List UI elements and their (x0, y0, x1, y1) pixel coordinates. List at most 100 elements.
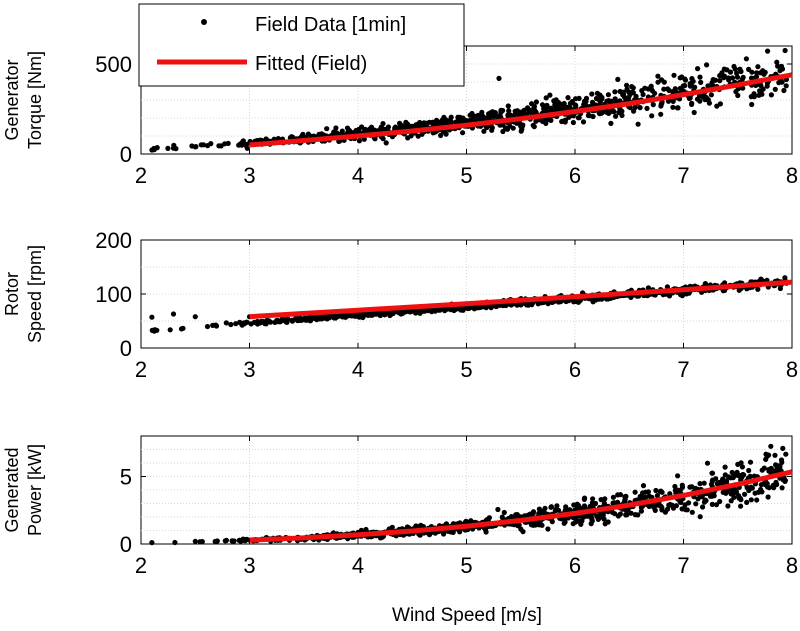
field-data-point (781, 87, 787, 94)
field-data-point (693, 501, 699, 507)
x-tick-label: 7 (677, 357, 689, 382)
field-data-point (589, 518, 595, 524)
field-data-point (192, 314, 198, 320)
field-data-point (678, 292, 684, 298)
field-data-point (662, 509, 669, 515)
field-data-point (472, 116, 478, 122)
field-data-point (567, 507, 573, 513)
field-data-point (658, 111, 664, 117)
field-data-point (689, 509, 695, 515)
field-data-point (679, 482, 685, 488)
field-data-point (333, 125, 339, 131)
field-data-point (716, 479, 722, 486)
field-data-point (765, 494, 771, 500)
field-data-point (555, 99, 561, 105)
legend-marker-field-data (201, 19, 207, 25)
field-data-point (233, 321, 239, 327)
field-data-point (213, 323, 220, 329)
field-data-point (667, 491, 673, 497)
field-data-point (569, 98, 575, 105)
field-data-point (514, 120, 520, 126)
field-data-point (713, 502, 720, 508)
field-data-point (665, 98, 672, 104)
field-data-point (529, 101, 535, 107)
x-tick-label: 6 (569, 553, 581, 578)
field-data-point (683, 507, 689, 513)
field-data-point (441, 118, 448, 124)
y-tick-label: 0 (120, 532, 132, 557)
field-data-point (638, 508, 645, 514)
field-data-point (690, 78, 696, 84)
field-data-point (695, 66, 701, 72)
field-data-point (677, 75, 683, 81)
field-data-point (655, 73, 661, 79)
field-data-point (697, 514, 703, 520)
field-data-point (542, 505, 548, 511)
field-data-point (746, 467, 752, 474)
field-data-point (214, 538, 220, 544)
field-data-point (689, 100, 695, 106)
field-data-point (303, 317, 309, 323)
x-tick-label: 7 (677, 553, 689, 578)
field-data-point (755, 64, 761, 70)
field-data-point (598, 95, 605, 101)
field-data-point (687, 83, 694, 89)
field-data-point (165, 145, 171, 151)
field-data-point (615, 76, 621, 82)
field-data-point (487, 110, 493, 116)
field-data-point (735, 461, 741, 467)
fitted-curve (249, 279, 793, 320)
field-data-point (408, 308, 414, 314)
field-data-point (414, 123, 420, 130)
field-data-point (382, 310, 388, 316)
field-data-point (580, 119, 587, 125)
field-data-point (626, 94, 632, 101)
legend-label-fitted: Fitted (Field) (255, 53, 367, 75)
field-data-point (577, 505, 583, 511)
field-data-point (492, 110, 498, 116)
field-data-point (506, 108, 512, 114)
field-data-point (617, 492, 624, 498)
field-data-point (500, 128, 506, 135)
field-data-point (697, 481, 703, 487)
field-data-point (592, 500, 599, 507)
field-data-point (642, 489, 649, 495)
field-data-point (324, 126, 330, 132)
field-data-point (441, 531, 447, 537)
x-tick-label: 8 (786, 553, 798, 578)
field-data-point (495, 506, 501, 513)
field-data-point (199, 539, 205, 545)
field-data-point (204, 323, 211, 330)
field-data-point (747, 459, 754, 465)
field-data-point (728, 498, 734, 504)
field-data-point (765, 48, 771, 54)
field-data-point (759, 467, 765, 473)
field-data-point (605, 92, 612, 98)
field-data-point (630, 85, 636, 91)
field-data-point (782, 47, 788, 54)
field-data-point (223, 320, 229, 326)
field-data-point (740, 85, 746, 91)
x-tick-label: 6 (569, 357, 581, 382)
field-data-point (496, 75, 502, 81)
field-data-point (659, 504, 665, 510)
field-data-point (228, 321, 234, 328)
field-data-point (596, 296, 602, 302)
field-data-point (722, 464, 728, 470)
legend: Field Data [1min] Fitted (Field) (138, 3, 465, 87)
field-data-point (438, 119, 444, 125)
field-data-point (540, 509, 546, 515)
field-data-point (639, 88, 645, 94)
field-data-point (702, 281, 709, 287)
field-data-point (704, 460, 711, 466)
field-data-point (779, 66, 786, 72)
y-tick-label: 200 (95, 228, 132, 253)
field-data-point (655, 79, 661, 85)
field-data-point (738, 503, 744, 509)
field-data-point (762, 69, 768, 75)
field-data-point (332, 314, 338, 320)
field-data-point (686, 95, 693, 102)
field-data-point (240, 536, 246, 542)
y-tick-label: 500 (95, 52, 132, 77)
field-data-point (192, 144, 198, 150)
